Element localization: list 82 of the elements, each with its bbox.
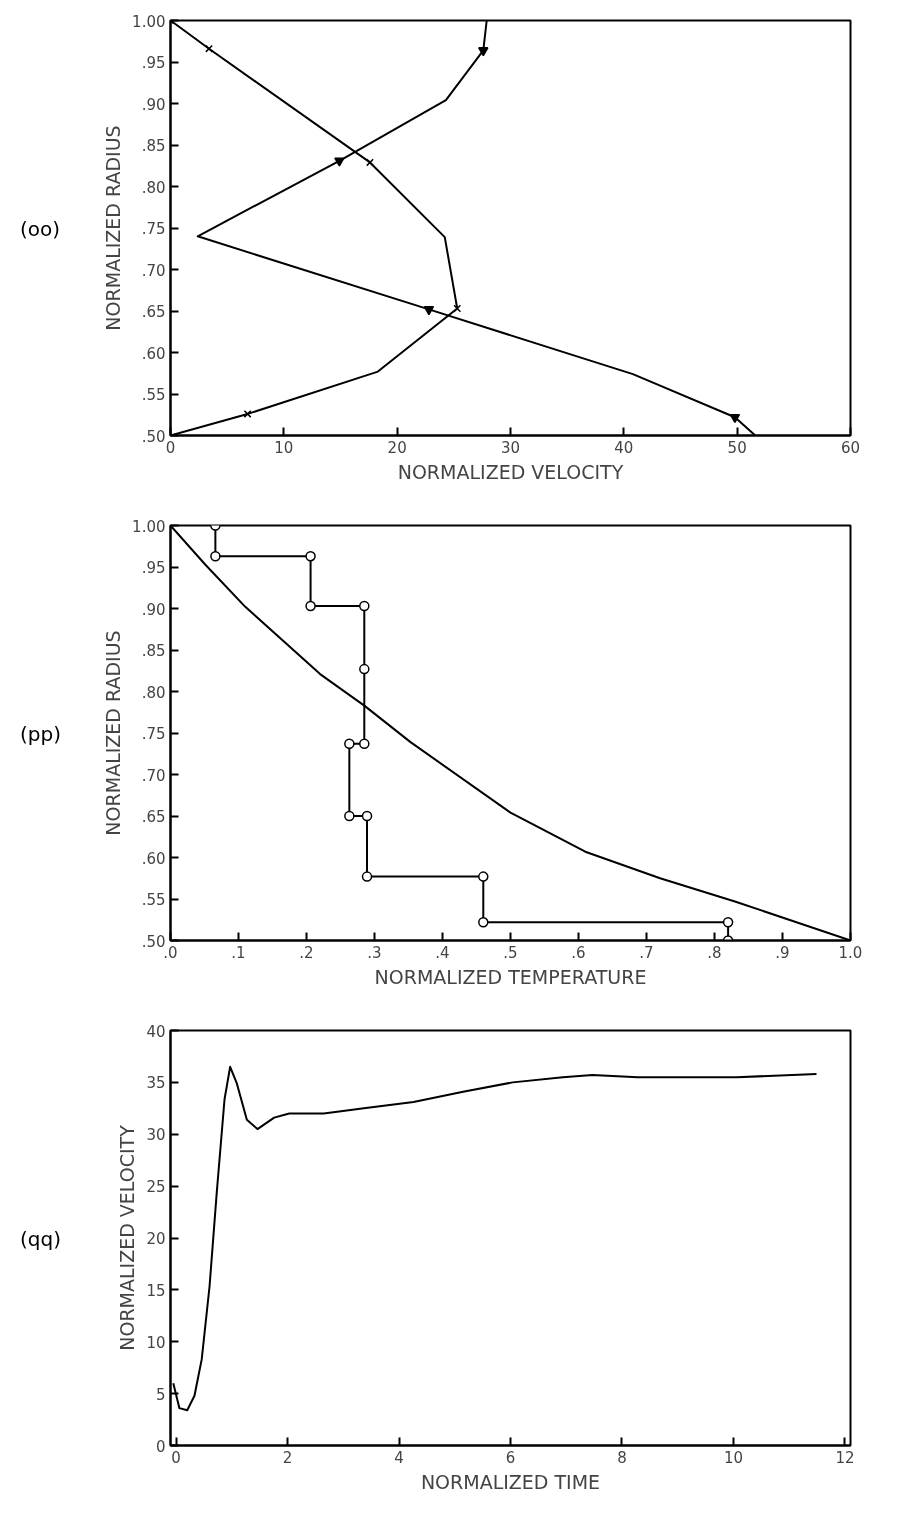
y-tick-label: .70 bbox=[141, 766, 166, 785]
point bbox=[423, 305, 435, 316]
point bbox=[359, 600, 370, 612]
point bbox=[210, 550, 221, 562]
y-tick-label: .90 bbox=[141, 600, 166, 619]
x-tick-label: .9 bbox=[775, 943, 790, 962]
x-tick-label: 10 bbox=[723, 1448, 743, 1467]
point bbox=[243, 409, 252, 418]
y-tick-label: .95 bbox=[141, 559, 166, 577]
x-tick-label: .2 bbox=[299, 943, 314, 962]
x-tick-label: .3 bbox=[367, 943, 382, 962]
point bbox=[478, 917, 489, 928]
y-axis-title: NORMALIZED RADIUS bbox=[102, 630, 125, 836]
text: (oo) bbox=[20, 216, 61, 243]
y-tick-label: 5 bbox=[155, 1385, 166, 1404]
x-tick-label: 4 bbox=[394, 1448, 404, 1467]
y-tick-label: 1.00 bbox=[132, 12, 166, 31]
point bbox=[453, 304, 462, 313]
x-tick-label: .6 bbox=[571, 943, 586, 962]
y-tick-label: .80 bbox=[141, 178, 166, 197]
point bbox=[478, 871, 489, 882]
y-tick-label: 25 bbox=[146, 1178, 166, 1197]
point bbox=[344, 810, 355, 822]
y-tick-label: .85 bbox=[141, 137, 166, 155]
point bbox=[305, 600, 316, 612]
point bbox=[344, 738, 355, 750]
y-tick-label: 40 bbox=[146, 1022, 166, 1041]
text: (qq) bbox=[20, 1226, 61, 1253]
y-tick-label: .55 bbox=[141, 386, 166, 404]
point bbox=[334, 157, 345, 167]
x-tick-label: 6 bbox=[505, 1448, 516, 1467]
x-tick-label: 30 bbox=[500, 438, 521, 457]
y-tick-label: 30 bbox=[146, 1126, 166, 1145]
point bbox=[478, 47, 489, 57]
x-tick-label: .8 bbox=[707, 943, 722, 962]
y-tick-label: 15 bbox=[146, 1281, 166, 1300]
x-axis-title: NORMALIZED VELOCITY bbox=[397, 460, 624, 483]
x-axis-title: NORMALIZED TEMPERATURE bbox=[374, 965, 647, 988]
y-tick-label: .65 bbox=[141, 303, 166, 321]
point bbox=[359, 663, 370, 675]
x-tick-label: .1 bbox=[231, 943, 246, 962]
y-tick-label: .70 bbox=[141, 261, 166, 280]
y-tick-label: .60 bbox=[141, 849, 166, 868]
x-tick-label: 40 bbox=[614, 438, 634, 457]
y-tick-label: .95 bbox=[141, 54, 166, 72]
x-tick-label: 0 bbox=[171, 1448, 181, 1467]
y-tick-label: 1.00 bbox=[132, 517, 166, 536]
y-tick-label: 10 bbox=[146, 1333, 166, 1352]
y-tick-label: .50 bbox=[141, 427, 166, 446]
point bbox=[361, 810, 373, 822]
y-tick-label: 20 bbox=[146, 1230, 166, 1248]
point bbox=[361, 871, 373, 882]
x-tick-label: 20 bbox=[387, 438, 407, 457]
x-tick-label: 12 bbox=[835, 1448, 855, 1467]
y-tick-label: .75 bbox=[141, 220, 166, 238]
y-tick-label: .55 bbox=[141, 891, 166, 909]
x-tick-label: .5 bbox=[503, 943, 518, 962]
x-tick-label: 50 bbox=[727, 438, 747, 457]
y-tick-label: .90 bbox=[141, 95, 166, 114]
x-tick-label: 2 bbox=[282, 1448, 293, 1467]
point bbox=[305, 550, 316, 562]
y-tick-label: .65 bbox=[141, 808, 166, 826]
y-tick-label: .50 bbox=[141, 932, 166, 951]
y-axis-title: NORMALIZED VELOCITY bbox=[116, 1124, 139, 1351]
y-tick-label: 35 bbox=[146, 1074, 166, 1093]
y-tick-label: .75 bbox=[141, 725, 166, 743]
x-tick-label: 8 bbox=[617, 1448, 627, 1467]
x-axis-title: NORMALIZED TIME bbox=[420, 1470, 601, 1493]
x-tick-label: 60 bbox=[840, 438, 861, 457]
y-axis-title: NORMALIZED RADIUS bbox=[102, 125, 125, 331]
y-tick-label: .60 bbox=[141, 344, 166, 363]
y-tick-label: .85 bbox=[141, 642, 166, 660]
text: (pp) bbox=[20, 721, 61, 748]
point bbox=[366, 158, 374, 167]
point bbox=[359, 738, 370, 750]
x-tick-label: 10 bbox=[274, 438, 294, 457]
y-tick-label: .80 bbox=[141, 683, 166, 702]
x-tick-label: 1.0 bbox=[838, 943, 863, 962]
x-tick-label: .4 bbox=[435, 943, 450, 962]
point bbox=[722, 917, 734, 928]
x-tick-label: .7 bbox=[639, 943, 654, 962]
point bbox=[729, 413, 741, 424]
